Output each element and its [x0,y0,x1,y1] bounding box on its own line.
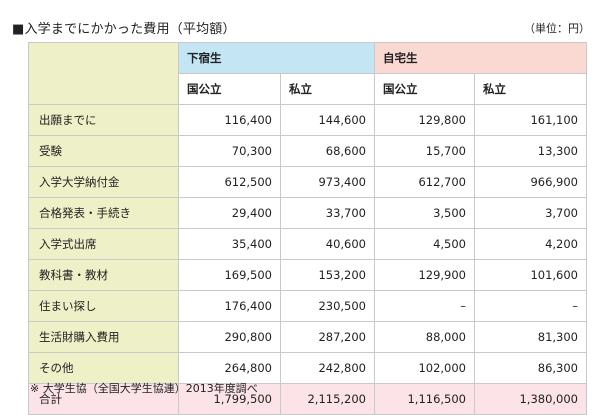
row-label: 住まい探し [28,290,179,322]
value-cell: 176,400 [178,290,281,322]
corner-cell [28,42,179,105]
group-header-row: 下宿生 自宅生 [28,42,587,105]
row-label: 受験 [28,135,179,167]
table-row: 住まい探し 176,400 230,500 – – [28,290,587,322]
value-cell: 40,600 [280,228,375,260]
value-cell: 81,300 [474,321,587,353]
table-row: 生活財購入費用 290,800 287,200 88,000 81,300 [28,321,587,353]
value-cell: 101,600 [474,259,587,291]
value-cell: 70,300 [178,135,281,167]
subheader-row: 国公立 私立 国公立 私立 [29,73,587,105]
page-title: ■入学までにかかった費用（平均額） [12,22,236,37]
table-row: 入学大学納付金 612,500 973,400 612,700 966,900 [28,166,587,198]
value-cell: 15,700 [374,135,475,167]
value-cell: 4,500 [374,228,475,260]
table-row: 出願までに 116,400 144,600 129,800 161,100 [28,104,587,136]
unit-label: （単位：円） [524,22,590,35]
group-header-jitaku: 自宅生 [374,42,587,74]
value-cell: 129,800 [374,104,475,136]
total-value-cell: 1,380,000 [474,383,587,415]
value-cell: – [474,290,587,322]
subheader-private: 私立 [474,73,587,105]
row-label: 出願までに [28,104,179,136]
table-row: 教科書・教材 169,500 153,200 129,900 101,600 [28,259,587,291]
value-cell: 3,700 [474,197,587,229]
value-cell: 3,500 [374,197,475,229]
value-cell: – [374,290,475,322]
table-row: その他 264,800 242,800 102,000 86,300 [28,352,587,384]
total-value-cell: 2,115,200 [280,383,375,415]
subheader-private: 私立 [280,73,375,105]
value-cell: 13,300 [474,135,587,167]
value-cell: 86,300 [474,352,587,384]
subheader-national-public: 国公立 [178,73,281,105]
value-cell: 287,200 [280,321,375,353]
value-cell: 973,400 [280,166,375,198]
table-row: 受験 70,300 68,600 15,700 13,300 [28,135,587,167]
value-cell: 242,800 [280,352,375,384]
source-note: ※ 大学生協（全国大学生協連）2013年度調べ [30,382,258,395]
value-cell: 264,800 [178,352,281,384]
table-row: 合格発表・手続き 29,400 33,700 3,500 3,700 [28,197,587,229]
subheader-national-public: 国公立 [374,73,475,105]
value-cell: 169,500 [178,259,281,291]
table-row: 入学式出席 35,400 40,600 4,500 4,200 [28,228,587,260]
value-cell: 161,100 [474,104,587,136]
value-cell: 966,900 [474,166,587,198]
total-value-cell: 1,116,500 [374,383,475,415]
value-cell: 230,500 [280,290,375,322]
row-label: 入学式出席 [28,228,179,260]
value-cell: 612,500 [178,166,281,198]
value-cell: 4,200 [474,228,587,260]
value-cell: 68,600 [280,135,375,167]
value-cell: 102,000 [374,352,475,384]
value-cell: 290,800 [178,321,281,353]
row-label: 入学大学納付金 [28,166,179,198]
row-label: 教科書・教材 [28,259,179,291]
value-cell: 129,900 [374,259,475,291]
value-cell: 144,600 [280,104,375,136]
cost-table: 下宿生 自宅生 国公立 私立 国公立 私立 出願までに 116,400 144,… [28,42,587,415]
value-cell: 33,700 [280,197,375,229]
row-label: 生活財購入費用 [28,321,179,353]
value-cell: 29,400 [178,197,281,229]
value-cell: 116,400 [178,104,281,136]
value-cell: 35,400 [178,228,281,260]
row-label: その他 [28,352,179,384]
value-cell: 88,000 [374,321,475,353]
row-label: 合格発表・手続き [28,197,179,229]
value-cell: 153,200 [280,259,375,291]
group-header-geshuku: 下宿生 [178,42,375,74]
value-cell: 612,700 [374,166,475,198]
